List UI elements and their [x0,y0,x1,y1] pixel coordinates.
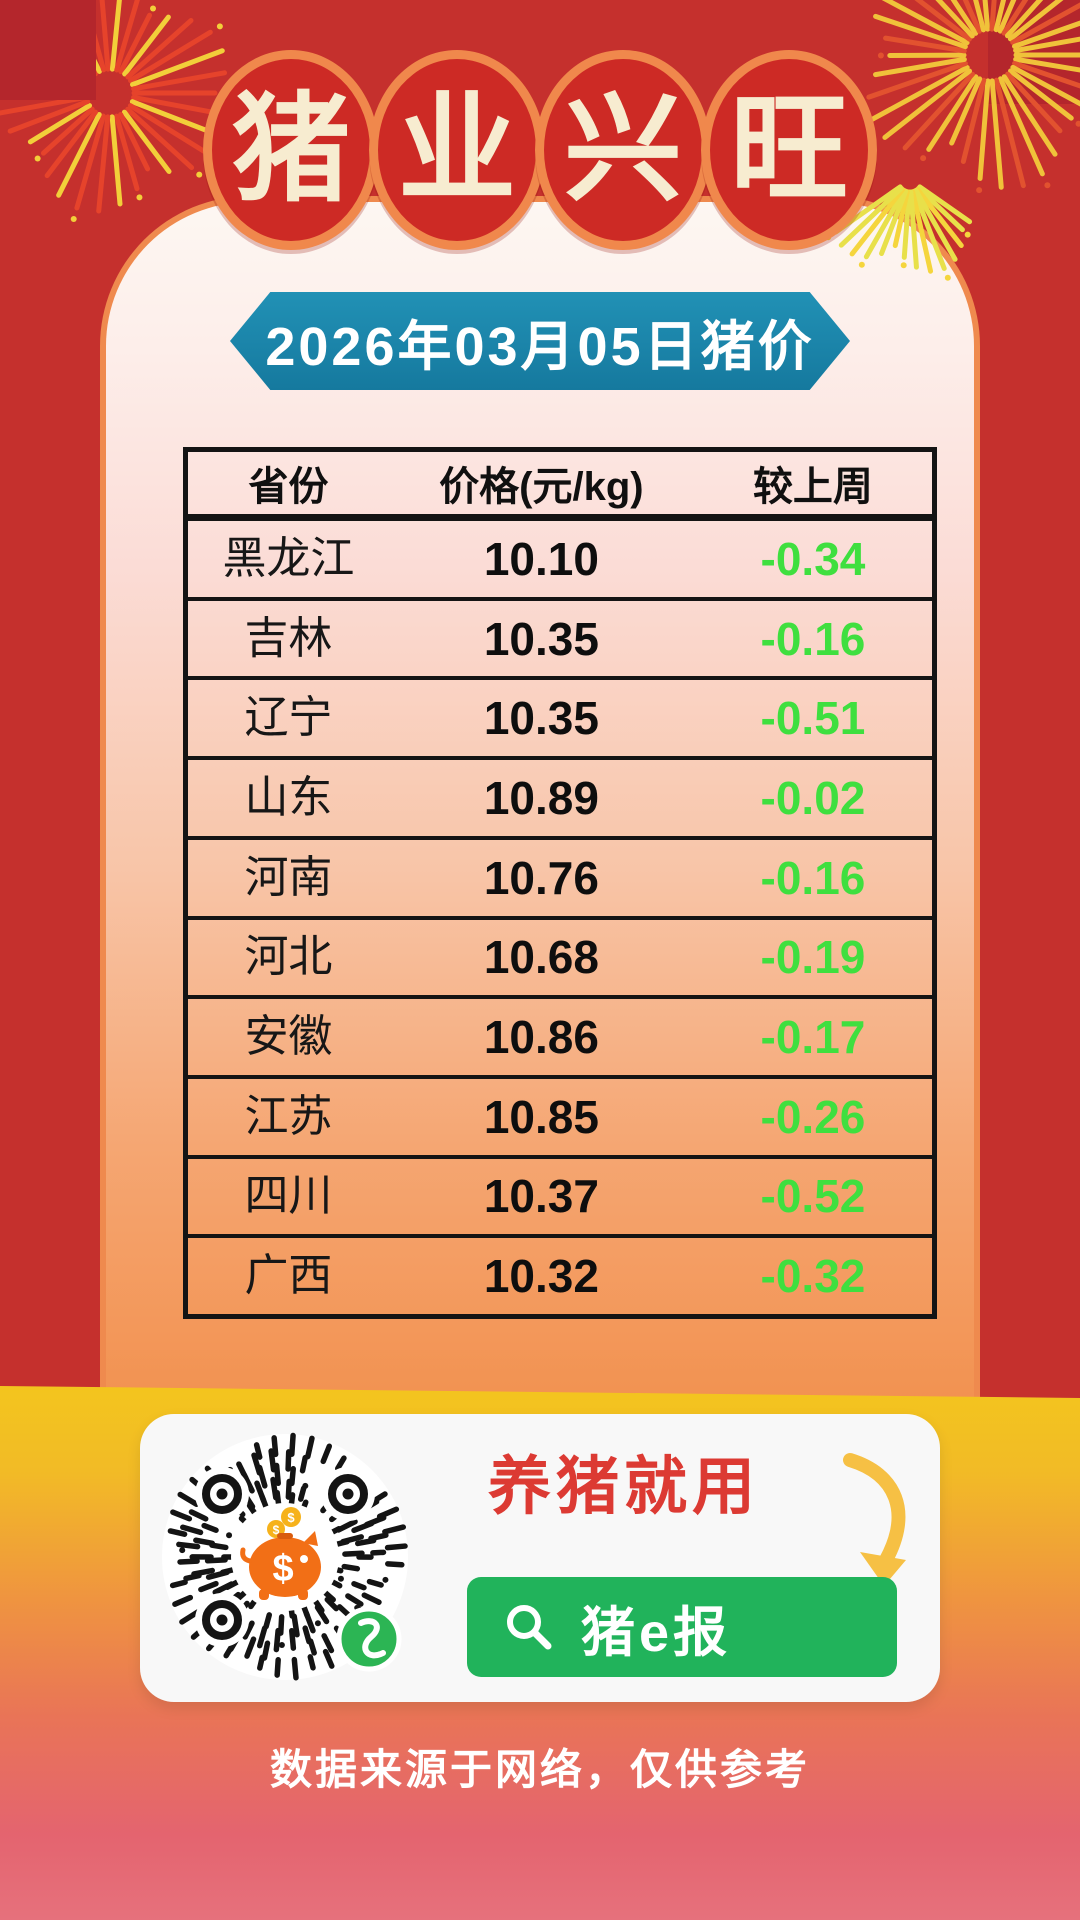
header-price: 价格(元/kg) [439,465,644,509]
pig-ebao-search-button[interactable]: 猪e报 [467,1577,897,1677]
disclaimer-text: 数据来源于网络，仅供参考 [269,1746,810,1793]
qr-eye-icon [321,1467,375,1521]
table-row: 河北 10.68 -0.19 [188,915,932,996]
table-row: 江苏 10.85 -0.26 [188,1074,932,1155]
table-row: 四川 10.37 -0.52 [188,1154,932,1235]
table-row: 广西 10.32 -0.32 [188,1234,932,1314]
header-change: 较上周 [752,465,873,509]
pig-ebao-button-label: 猪e报 [581,1602,732,1663]
table-header-row: 省份 价格(元/kg) 较上周 [188,452,932,521]
table-row: 辽宁 10.35 -0.51 [188,676,932,756]
table-row: 吉林 10.35 -0.16 [188,596,932,677]
search-icon [507,1605,552,1650]
promo-headline: 养猪就用 [488,1452,760,1522]
miniprogram-s-icon [336,1606,402,1672]
qr-code[interactable]: $ $ $ [160,1432,410,1682]
table-row: 山东 10.89 -0.02 [188,756,932,836]
date-banner-label: 2026年03月05日猪价 [265,316,815,377]
svg-text:$: $ [287,1510,295,1525]
title-char-badge: 猪 [203,50,379,250]
table-row: 河南 10.76 -0.16 [188,835,932,916]
piggy-bank-icon: $ $ $ [231,1503,339,1611]
title-char-badge: 兴 [535,50,711,250]
title-char-badge: 业 [369,50,545,250]
date-banner: 2026年03月05日猪价 [230,292,850,390]
table-row: 安徽 10.86 -0.17 [188,995,932,1075]
title-char: 业 [397,84,516,216]
price-table: 省份 价格(元/kg) 较上周 黑龙江 10.10 -0.34 吉林 10.35… [183,447,937,1319]
table-row: 黑龙江 10.10 -0.34 [222,532,866,585]
content-panel [100,196,980,1414]
qr-eye-icon [195,1593,249,1647]
svg-text:$: $ [273,1523,280,1537]
title-char: 兴 [563,84,682,216]
header-province: 省份 [248,465,329,509]
qr-eye-icon [195,1467,249,1521]
promo-card: $ $ $ 养猪就用 [140,1414,940,1702]
title-char-badge: 旺 [701,50,877,250]
title: 猪 业 兴 旺 [0,50,1080,250]
curved-arrow-icon [843,1453,906,1586]
title-char: 旺 [729,84,848,216]
title-char: 猪 [231,84,350,216]
svg-text:$: $ [272,1548,293,1590]
